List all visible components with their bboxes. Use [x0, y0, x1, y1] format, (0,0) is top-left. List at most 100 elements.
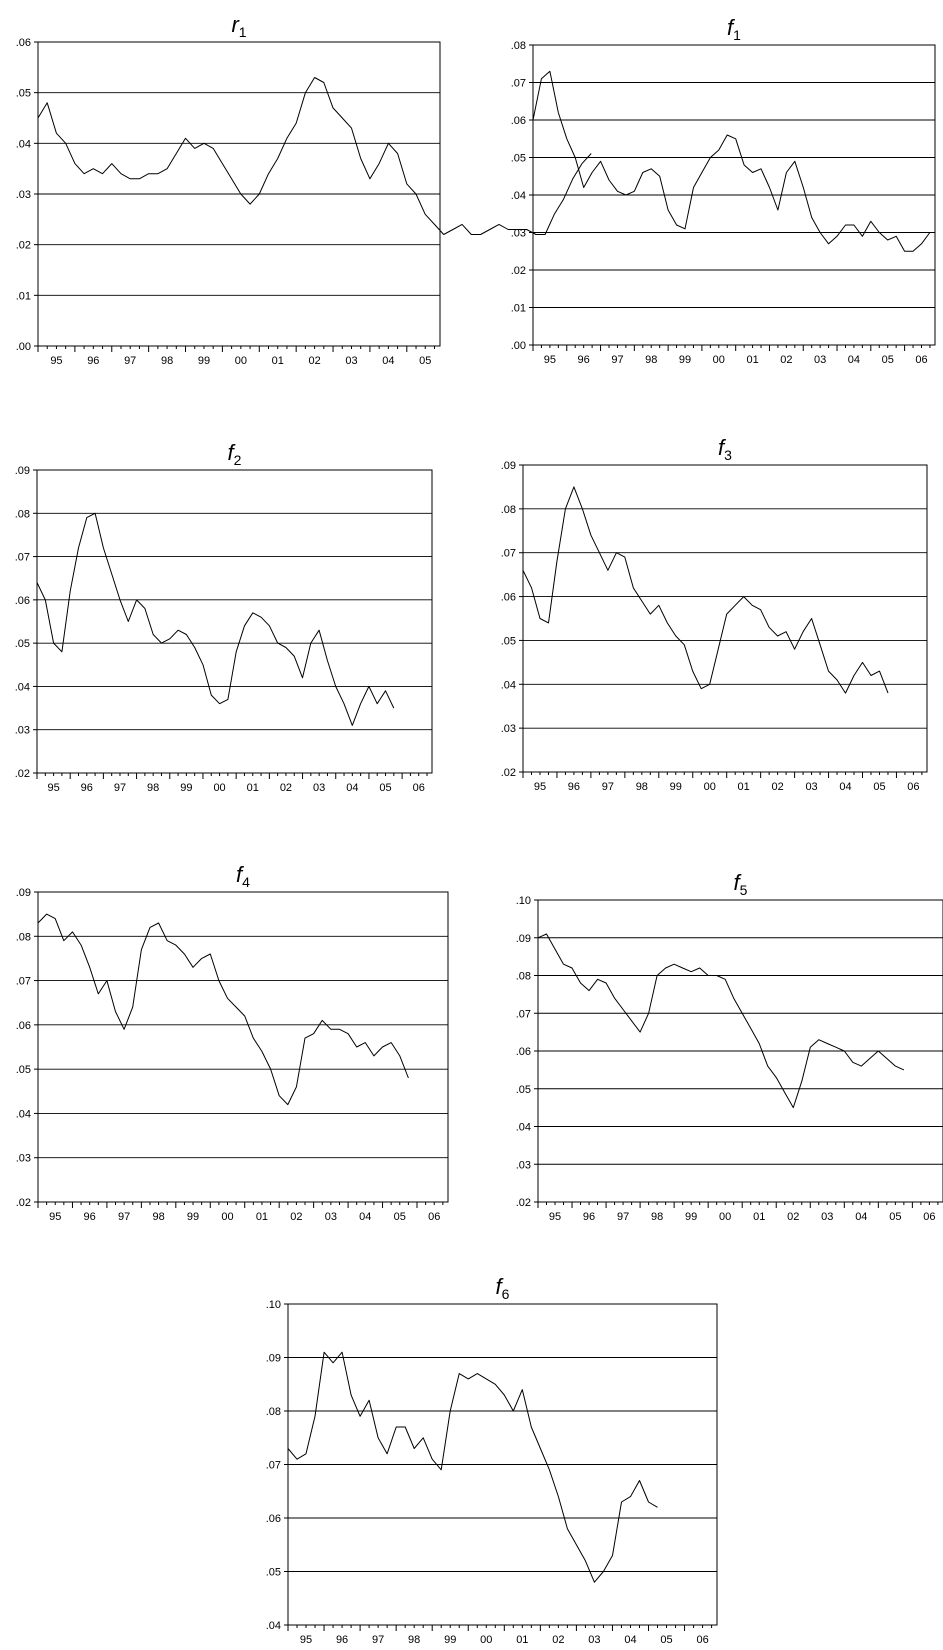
x-tick-label: 03 — [345, 355, 357, 367]
chart-panel: .00 .01 .02 .03 .04 .05 .06 95 96 97 98 99 00 01 02 03 0… — [16, 12, 592, 367]
x-tick-label: 95 — [50, 355, 62, 367]
y-tick-label: .04 — [511, 190, 526, 202]
x-tick-label: 00 — [221, 1211, 233, 1223]
chart-panel: .02 .03 .04 .05 .06 .07 .08 .09 .10 95 96 97 98 99 00 0… — [516, 870, 943, 1223]
x-tick-label: 97 — [372, 1634, 384, 1646]
x-tick-label: 02 — [780, 354, 792, 366]
y-tick-label: .05 — [16, 88, 31, 100]
plot-frame — [36, 469, 433, 774]
x-tick-label: 03 — [588, 1634, 600, 1646]
x-tick-label: 04 — [848, 354, 860, 366]
x-tick-label: 03 — [821, 1211, 833, 1223]
x-tick-label: 99 — [187, 1211, 199, 1223]
y-tick-label: .08 — [266, 1406, 281, 1418]
x-tick-label: 00 — [713, 354, 725, 366]
x-tick-label: 05 — [419, 355, 431, 367]
y-tick-label: .09 — [16, 887, 31, 899]
y-tick-label: .09 — [266, 1353, 281, 1365]
x-tick-label: 05 — [889, 1211, 901, 1223]
y-tick-label: .02 — [511, 265, 526, 277]
x-tick-label: 97 — [602, 781, 614, 793]
x-tick-label: 06 — [428, 1211, 440, 1223]
x-tick-label: 05 — [873, 781, 885, 793]
x-tick-label: 02 — [787, 1211, 799, 1223]
chart-panel: .02 .03 .04 .05 .06 .07 .08 .09 95 96 97 98 99 00 01 02… — [16, 862, 449, 1223]
series-line — [36, 512, 395, 726]
x-tick-label: 00 — [213, 782, 225, 794]
x-tick-label: 96 — [81, 782, 93, 794]
x-tick-label: 99 — [180, 782, 192, 794]
y-tick-label: .02 — [16, 240, 31, 252]
y-tick-label: .04 — [501, 679, 516, 691]
x-tick-label: 02 — [280, 782, 292, 794]
plot-frame — [532, 44, 936, 346]
x-tick-label: 00 — [719, 1211, 731, 1223]
y-tick-label: .05 — [501, 635, 516, 647]
series-line — [37, 913, 409, 1106]
y-tick-label: .05 — [516, 1084, 531, 1096]
x-tick-label: 97 — [124, 355, 136, 367]
y-tick-label: .00 — [16, 341, 31, 353]
x-tick-label: 01 — [247, 782, 259, 794]
x-tick-label: 95 — [47, 782, 59, 794]
y-tick-label: .07 — [516, 1008, 531, 1020]
chart-title: f4 — [236, 862, 250, 890]
x-tick-label: 98 — [152, 1211, 164, 1223]
plot-frame — [537, 899, 943, 1203]
plot-frame — [287, 1303, 718, 1626]
y-tick-label: .06 — [15, 595, 30, 607]
y-tick-label: .06 — [16, 1020, 31, 1032]
chart-title: f6 — [496, 1274, 510, 1302]
x-tick-label: 97 — [611, 354, 623, 366]
y-tick-label: .07 — [501, 548, 516, 560]
x-tick-label: 00 — [704, 781, 716, 793]
x-tick-label: 96 — [583, 1211, 595, 1223]
y-tick-label: .01 — [16, 290, 31, 302]
x-tick-label: 04 — [855, 1211, 867, 1223]
x-tick-label: 98 — [147, 782, 159, 794]
chart-title: r1 — [231, 12, 246, 40]
x-tick-label: 02 — [290, 1211, 302, 1223]
x-tick-label: 99 — [679, 354, 691, 366]
x-tick-label: 04 — [624, 1634, 636, 1646]
y-tick-label: .09 — [516, 933, 531, 945]
y-tick-label: .04 — [16, 138, 31, 150]
y-tick-label: .02 — [516, 1197, 531, 1209]
y-tick-label: .06 — [516, 1046, 531, 1058]
series-line — [37, 77, 592, 235]
x-tick-label: 99 — [670, 781, 682, 793]
series-line — [537, 933, 905, 1109]
plot-frame — [37, 41, 441, 347]
y-tick-label: .07 — [15, 552, 30, 564]
chart-title: f5 — [734, 870, 748, 898]
y-tick-label: .04 — [16, 1108, 31, 1120]
x-tick-label: 03 — [325, 1211, 337, 1223]
x-tick-label: 06 — [413, 782, 425, 794]
x-tick-label: 95 — [300, 1634, 312, 1646]
y-tick-label: .08 — [511, 40, 526, 52]
y-tick-label: .06 — [511, 115, 526, 127]
x-tick-label: 06 — [923, 1211, 935, 1223]
y-tick-label: .06 — [266, 1513, 281, 1525]
y-tick-label: .05 — [15, 638, 30, 650]
x-tick-label: 03 — [313, 782, 325, 794]
x-tick-label: 95 — [49, 1211, 61, 1223]
y-tick-label: .03 — [16, 1153, 31, 1165]
y-tick-label: .08 — [501, 504, 516, 516]
y-tick-label: .04 — [516, 1122, 531, 1134]
x-tick-label: 97 — [114, 782, 126, 794]
y-tick-label: .02 — [16, 1197, 31, 1209]
y-tick-label: .05 — [266, 1567, 281, 1579]
y-tick-label: .10 — [266, 1299, 281, 1311]
chart-panel: .02 .03 .04 .05 .06 .07 .08 .09 95 96 97 98 99 00 01 02… — [501, 435, 928, 793]
y-tick-label: .03 — [15, 725, 30, 737]
y-tick-label: .07 — [511, 78, 526, 90]
y-tick-label: .03 — [511, 228, 526, 240]
x-tick-label: 05 — [379, 782, 391, 794]
series-line — [287, 1351, 658, 1583]
series-line — [532, 70, 931, 252]
y-tick-label: .03 — [516, 1159, 531, 1171]
x-tick-label: 06 — [907, 781, 919, 793]
x-tick-label: 02 — [308, 355, 320, 367]
